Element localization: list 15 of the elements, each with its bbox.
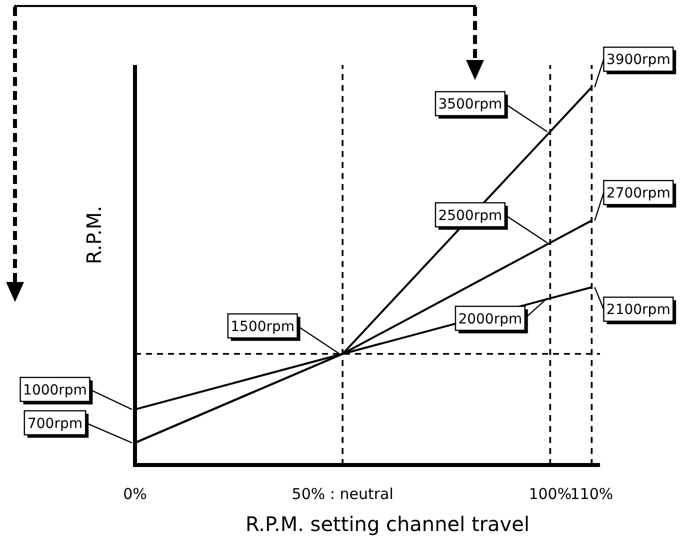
data-label: 2500rpm [438, 208, 502, 224]
data-label: 1000rpm [23, 382, 87, 398]
data-label: 700rpm [27, 416, 83, 432]
data-label: 1500rpm [230, 318, 295, 335]
y-axis-title: R.P.M. [82, 206, 106, 264]
data-label: 3900rpm [606, 52, 670, 68]
x-tick-label: 110% [570, 485, 614, 503]
data-label: 2700rpm [606, 186, 670, 202]
x-tick-label: 50% : neutral [292, 485, 394, 503]
x-axis-title: R.P.M. setting channel travel [245, 512, 530, 536]
x-tick-label: 100% [528, 485, 572, 503]
data-label: 3500rpm [438, 96, 502, 113]
x-tick-label: 0% [123, 485, 147, 503]
data-label: 2100rpm [606, 302, 670, 318]
data-label: 2000rpm [458, 311, 522, 328]
